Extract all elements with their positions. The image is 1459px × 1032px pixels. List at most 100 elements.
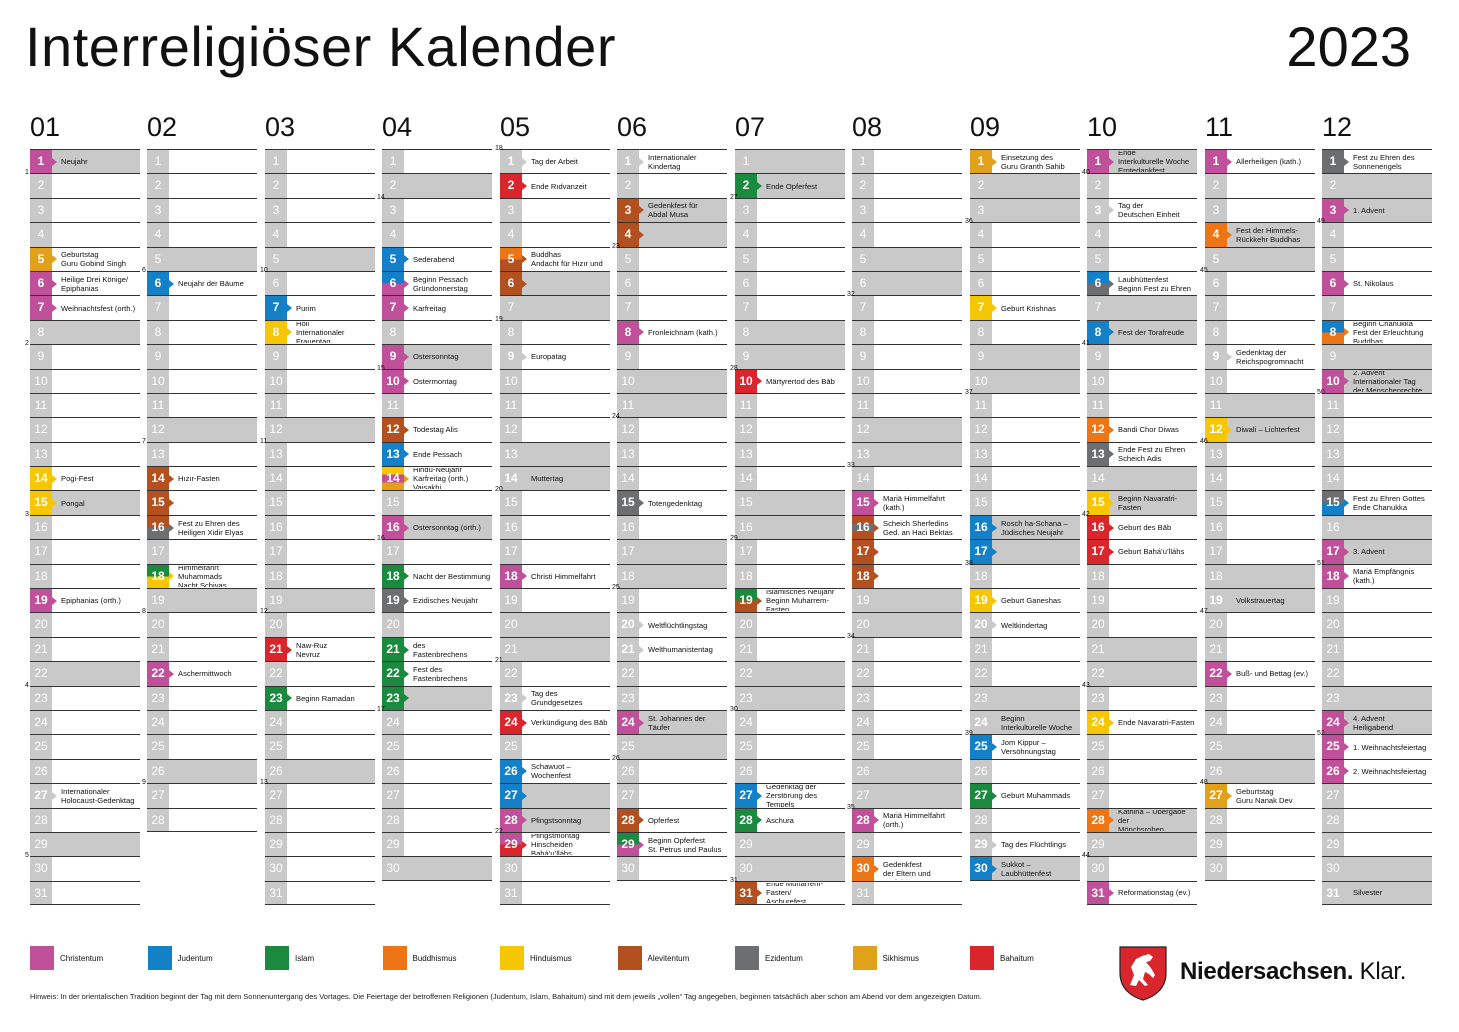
event-marker [1109, 425, 1114, 434]
day-row: 21 [1087, 636, 1197, 662]
day-row: 22 [265, 661, 375, 686]
event-label: Beginn Interkulturelle Woche [1001, 713, 1073, 732]
event-marker [1344, 377, 1349, 386]
day-row: 20 [30, 612, 140, 637]
event-label: 2. Advent Internationaler Tag der Mensch… [1353, 370, 1423, 392]
day-row: 23 [617, 685, 727, 710]
day-row: 21 Welthumanistentag [617, 636, 727, 662]
day-row: 27 13 [260, 779, 375, 808]
day-row: 17 [265, 539, 375, 564]
day-number: 11 [852, 393, 874, 418]
day-row: 15 Mariä Himmelfahrt (kath.) [852, 490, 962, 515]
day-row: 8 Beginn Chanukka Fest der Erleuchtung Bu… [1322, 319, 1432, 345]
day-row: 20 [1322, 612, 1432, 637]
day-row: 25 [735, 734, 845, 759]
day-row: 1 Einsetzung des Guru Granth Sahib [970, 149, 1080, 174]
day-row: 28 [30, 807, 140, 832]
day-row: 20 12 [260, 608, 375, 637]
event-marker [52, 499, 57, 508]
day-number: 26 [735, 759, 757, 784]
day-number: 16 [1205, 515, 1227, 540]
day-row: 1 [265, 149, 375, 174]
event-marker [639, 328, 644, 337]
event-label: Ostersonntag [413, 352, 459, 362]
event-marker [404, 279, 409, 288]
day-number: 24 [1322, 710, 1344, 735]
week-number: 20 [495, 486, 503, 494]
event-label: Reformationstag (ev.) [1118, 888, 1191, 898]
day-number: 1 [500, 150, 522, 174]
day-number: 20 [1205, 613, 1227, 637]
day-number: 3 [970, 198, 992, 223]
day-number: 23 [382, 686, 404, 710]
day-number: 15 [265, 491, 287, 515]
day-row: 15 Fest zu Ehren Gottes Ende Chanukka [1322, 490, 1432, 515]
event-label: Fest zu Ehren des Sonnenengels [1353, 152, 1415, 171]
day-number: 23 [617, 686, 639, 710]
day-row: 19 [1087, 588, 1197, 613]
day-row: 17 [970, 539, 1080, 564]
day-number: 5 [147, 247, 169, 271]
day-row: 9 Ostersonntag [382, 344, 492, 369]
legend-item-isl: Islam [265, 946, 385, 970]
day-number: 26 [617, 759, 639, 784]
day-row: 5 [970, 246, 1080, 271]
legend-swatch [30, 946, 54, 970]
event-label: Geburtstag Guru Gobind Singh [61, 250, 127, 269]
event-marker [1109, 328, 1114, 337]
day-number: 4 [1087, 223, 1109, 247]
day-row: 26 [265, 758, 375, 784]
day-number: 14 [30, 467, 52, 491]
event-label: Gedenktag der Reichspogromnacht [1236, 347, 1304, 366]
day-row: 13 46 [1200, 438, 1315, 467]
brand-name: Niedersachsen. [1180, 958, 1354, 985]
day-number: 20 [970, 613, 992, 637]
day-number: 15 [852, 491, 874, 515]
legend-item-ale: Alevitentum [617, 946, 738, 970]
day-number: 4 [617, 223, 639, 247]
day-row: 22 Fest des Fastenbrechens [382, 661, 492, 686]
event-marker [874, 572, 879, 581]
day-row: 19 25 [612, 584, 727, 613]
day-row: 1 Fest zu Ehren des Sonnenengels [1322, 149, 1432, 174]
event-marker [1344, 718, 1349, 727]
event-label: Sukkot – Laubhüttenfest [1001, 859, 1052, 878]
day-number: 18 [382, 564, 404, 589]
event-marker [287, 645, 292, 654]
day-number: 26 [1205, 759, 1227, 784]
day-number: 14 [1322, 467, 1344, 491]
month-10: 10 1 Ende Interkulturelle Woche Erntedankf… [1082, 110, 1197, 906]
day-number: 8 [500, 320, 522, 345]
event-label: Ende Muharrem-Fasten/ Aschurefest [766, 882, 823, 904]
day-row: 12 [852, 417, 962, 442]
day-number: 28 [30, 808, 52, 832]
day-row: 14 [970, 466, 1080, 491]
day-number: 19 [852, 589, 874, 613]
day-row: 31 [265, 880, 375, 906]
day-number: 18 [1087, 564, 1109, 589]
day-number: 13 [500, 442, 522, 467]
day-row: 5 [147, 246, 257, 271]
day-number: 1 [735, 150, 757, 174]
day-row: 3 14 [377, 194, 492, 223]
day-number: 22 [970, 662, 992, 686]
event-label: Weihnachtsfest (orth.) [61, 303, 136, 313]
day-number: 29 [30, 832, 52, 857]
month-label: 02 [147, 112, 178, 142]
day-number: 3 [147, 198, 169, 223]
day-number: 17 [147, 540, 169, 564]
day-number: 8 [970, 320, 992, 345]
day-number: 5 [970, 247, 992, 271]
event-marker [992, 791, 997, 800]
day-row: 2 [1322, 173, 1432, 198]
day-number: 18 [265, 564, 287, 589]
day-number: 29 [735, 832, 757, 857]
day-number: 15 [382, 491, 404, 515]
event-marker [522, 572, 527, 581]
day-number: 4 [500, 223, 522, 247]
day-number: 10 [735, 369, 757, 393]
day-number: 29 [970, 832, 992, 857]
day-row: 13 [617, 441, 727, 467]
day-row: 27 Internationaler Holocaust-Gedenktag [30, 783, 140, 808]
